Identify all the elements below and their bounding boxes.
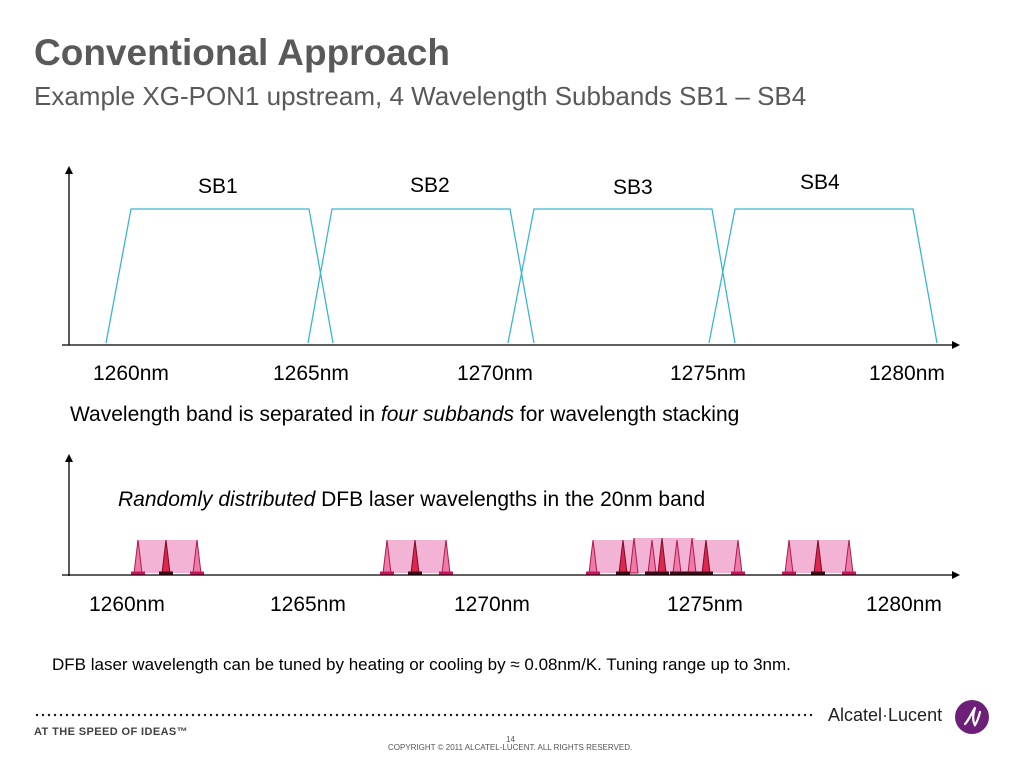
brand-left: Alcatel	[828, 705, 883, 725]
subband-caption: Wavelength band is separated in four sub…	[70, 402, 739, 427]
brand-separator: ·	[882, 705, 889, 725]
subband-filters	[105, 208, 938, 344]
bottom-tick-label-1265: 1265nm	[270, 593, 346, 616]
subband-filter-sb4	[708, 208, 938, 344]
subband-filter-sb2	[307, 208, 535, 344]
slide-subtitle: Example XG-PON1 upstream, 4 Wavelength S…	[34, 81, 807, 111]
subband-label-sb4: SB4	[800, 171, 840, 194]
top-tick-label-1280: 1280nm	[869, 362, 945, 385]
top-axis-labels: 1260nm 1265nm 1270nm 1275nm 1280nm	[93, 362, 945, 385]
page-number: 14	[506, 735, 515, 744]
subband-filter-sb1	[105, 208, 334, 344]
caption2-post: DFB laser wavelengths in the 20nm band	[315, 488, 706, 511]
caption1-emphasis: four subbands	[380, 403, 515, 426]
subband-label-sb2: SB2	[410, 174, 450, 197]
tuning-bands	[137, 538, 850, 573]
copyright-notice: COPYRIGHT © 2011 ALCATEL-LUCENT. ALL RIG…	[388, 743, 633, 752]
bottom-axes	[62, 454, 960, 579]
brand-wordmark: Alcatel·Lucent	[828, 705, 942, 726]
bottom-tick-label-1280: 1280nm	[866, 593, 942, 616]
slide-title: Conventional Approach	[34, 32, 450, 73]
tuning-note: DFB laser wavelength can be tuned by hea…	[52, 655, 791, 674]
bottom-axis-labels: 1260nm 1265nm 1270nm 1275nm 1280nm	[89, 593, 942, 616]
laser-peaks	[133, 537, 854, 574]
subband-label-sb3: SB3	[613, 176, 653, 199]
top-axes	[62, 166, 960, 349]
alcatel-lucent-logo-icon	[955, 700, 989, 734]
laser-caption: Randomly distributed DFB laser wavelengt…	[118, 487, 705, 512]
subband-filter-sb3	[507, 208, 736, 344]
bottom-tick-label-1275: 1275nm	[667, 593, 743, 616]
subband-labels: SB1 SB2 SB3 SB4	[198, 171, 840, 199]
top-tick-label-1275: 1275nm	[670, 362, 746, 385]
brand-right: Lucent	[888, 705, 943, 725]
footer-dotted-rule	[34, 713, 814, 717]
caption2-emphasis: Randomly distributed	[118, 488, 316, 511]
caption1-post: for wavelength stacking	[514, 403, 740, 426]
top-tick-label-1270: 1270nm	[457, 362, 533, 385]
laser-peak	[629, 537, 639, 574]
subband-label-sb1: SB1	[198, 175, 238, 198]
caption1-pre: Wavelength band is separated in	[70, 403, 381, 426]
bottom-tick-label-1270: 1270nm	[454, 593, 530, 616]
bottom-tick-label-1260: 1260nm	[89, 593, 165, 616]
top-tick-label-1260: 1260nm	[93, 362, 169, 385]
top-tick-label-1265: 1265nm	[273, 362, 349, 385]
footer-tagline: AT THE SPEED OF IDEAS™	[34, 726, 189, 738]
